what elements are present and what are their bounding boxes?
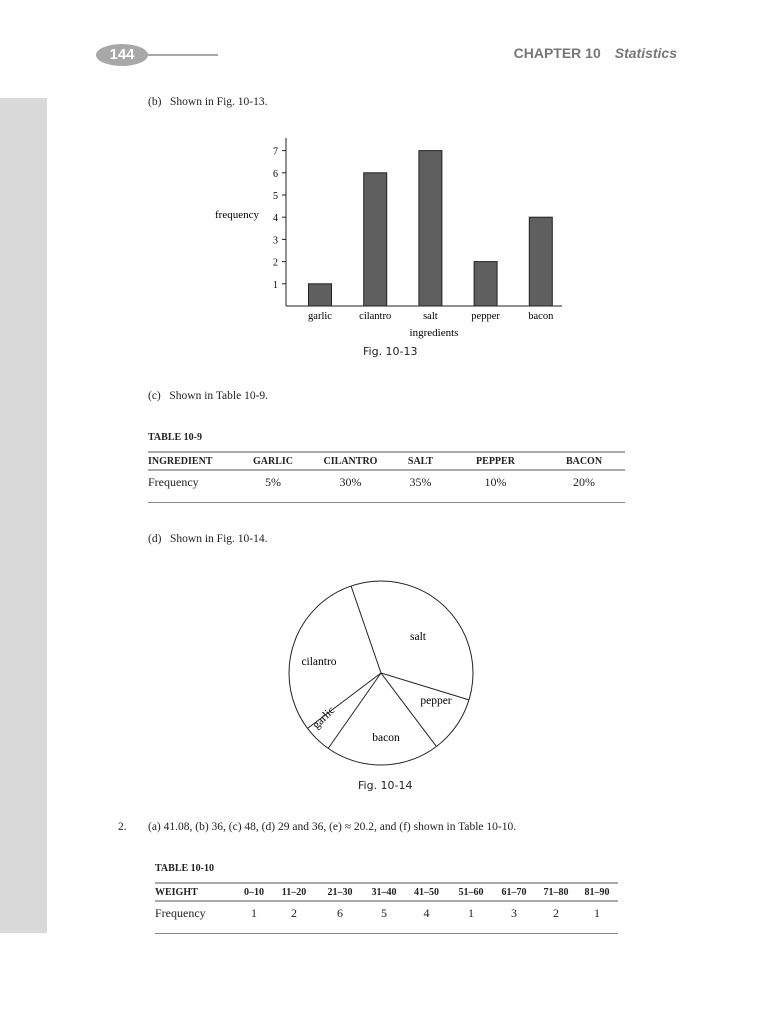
column-header: 21–30 [315,882,365,902]
table-cell: 1 [235,901,273,934]
table-cell: 1 [576,901,618,934]
table-cell: 1 [450,901,492,934]
slice-divider [307,672,382,729]
slice-divider [327,672,382,749]
column-header: 61–70 [492,882,536,902]
slice-divider [380,672,470,701]
bar-salt [418,150,443,307]
answer-2-number: 2. [118,821,127,833]
bar-pepper [473,261,498,307]
gray-margin-band [0,98,47,933]
page-number-badge: 144 [96,44,148,66]
bar-chart: 1 2 3 4 5 6 7 garlic cilantro salt pepper bacon freq… [215,138,562,339]
y-tick-label: 5 [273,191,278,202]
y-tick-label: 1 [273,280,278,291]
fig-10-13-caption: Fig. 10-13 [363,345,418,358]
part-b-text: (b) Shown in Fig. 10-13. [148,96,268,108]
column-header: 81–90 [576,882,618,902]
x-tick-label: pepper [471,311,500,322]
y-tick-label: 2 [273,258,278,269]
table-10-10: WEIGHT 0–10 11–20 21–30 31–40 41–50 51–60 61–70… [155,882,618,934]
column-header: 41–50 [403,882,450,902]
chapter-title: Statistics [614,45,677,61]
slice-label-salt: salt [410,631,427,643]
column-header: 71–80 [536,882,576,902]
y-axis-label: frequency [215,209,259,221]
answer-2-text: (a) 41.08, (b) 36, (c) 48, (d) 29 and 36… [148,821,517,833]
column-header: 51–60 [450,882,492,902]
table-cell: 10% [448,470,543,503]
table-cell: 20% [543,470,625,503]
bar-garlic [308,283,332,307]
column-header: WEIGHT [155,882,235,902]
x-tick-label: salt [423,311,438,322]
table-cell: 5% [238,470,308,503]
header-rule [146,54,218,56]
bar-cilantro [363,172,388,307]
y-tick-label: 4 [273,213,278,224]
chapter-label: CHAPTER 10 [513,45,601,61]
table-cell: 6 [315,901,365,934]
table-header-row: WEIGHT 0–10 11–20 21–30 31–40 41–50 51–60 61–70… [155,882,618,902]
table-cell: 5 [365,901,403,934]
table-cell: 2 [536,901,576,934]
column-header: GARLIC [238,451,308,471]
table-10-9-title: TABLE 10-9 [148,432,202,443]
column-header: 11–20 [273,882,315,902]
table-header-row: INGREDIENT GARLIC CILANTRO SALT PEPPER BACON [148,451,625,471]
table-cell: 3 [492,901,536,934]
column-header: BACON [543,451,625,471]
table-10-10-title: TABLE 10-10 [155,863,214,874]
bar-bacon [528,216,553,307]
slice-label-cilantro: cilantro [301,656,336,668]
table-row: Frequency 1 2 6 5 4 1 3 2 1 [155,901,618,934]
y-tick-label: 7 [273,147,278,158]
x-tick-label: cilantro [359,311,391,322]
table-cell: 35% [393,470,448,503]
y-tick-label: 6 [273,169,278,180]
y-tick-label: 3 [273,235,278,246]
part-c-text: (c) Shown in Table 10-9. [148,390,269,402]
chapter-heading: CHAPTER 10 Statistics [514,45,677,61]
column-header: CILANTRO [308,451,393,471]
column-header: 0–10 [235,882,273,902]
table-cell: 2 [273,901,315,934]
table-cell: Frequency [155,901,235,934]
slice-label-bacon: bacon [372,732,400,744]
table-cell: 4 [403,901,450,934]
column-header: SALT [393,451,448,471]
table-cell: 30% [308,470,393,503]
x-tick-label: bacon [528,311,554,322]
table-cell: Frequency [148,470,238,503]
column-header: PEPPER [448,451,543,471]
table-row: Frequency 5% 30% 35% 10% 20% [148,470,625,503]
slice-label-pepper: pepper [420,695,451,707]
table-10-9: INGREDIENT GARLIC CILANTRO SALT PEPPER BACON … [148,451,625,503]
x-axis-label: ingredients [410,327,459,339]
slice-divider [350,585,382,674]
column-header: 31–40 [365,882,403,902]
column-header: INGREDIENT [148,451,238,471]
slice-divider [380,672,437,747]
x-tick-label: garlic [308,311,332,322]
part-d-text: (d) Shown in Fig. 10-14. [148,533,268,545]
fig-10-14-caption: Fig. 10-14 [358,779,413,792]
